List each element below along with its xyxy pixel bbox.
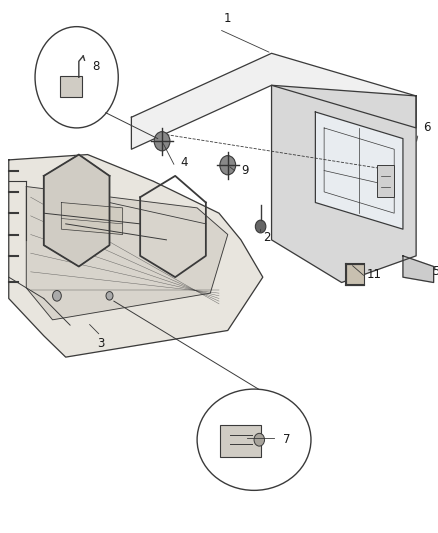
Text: 8: 8: [93, 60, 100, 73]
Circle shape: [154, 132, 170, 151]
Text: 7: 7: [283, 433, 291, 446]
FancyBboxPatch shape: [60, 76, 82, 97]
Text: 1: 1: [224, 12, 232, 25]
Circle shape: [106, 292, 113, 300]
Polygon shape: [26, 187, 228, 320]
Circle shape: [254, 433, 265, 446]
Circle shape: [53, 290, 61, 301]
Polygon shape: [403, 256, 434, 282]
Circle shape: [220, 156, 236, 175]
Text: 2: 2: [263, 231, 271, 244]
Polygon shape: [61, 203, 123, 235]
Text: 3: 3: [97, 337, 104, 350]
Text: 11: 11: [367, 268, 382, 281]
Text: 9: 9: [241, 164, 249, 177]
FancyBboxPatch shape: [346, 264, 364, 285]
Text: 6: 6: [423, 122, 431, 134]
Polygon shape: [131, 53, 416, 149]
Polygon shape: [315, 112, 403, 229]
Polygon shape: [9, 155, 263, 357]
FancyBboxPatch shape: [377, 165, 394, 197]
Polygon shape: [272, 85, 416, 282]
Polygon shape: [44, 155, 110, 266]
Text: 4: 4: [180, 156, 188, 169]
Circle shape: [255, 220, 266, 233]
FancyBboxPatch shape: [220, 425, 261, 457]
Text: 5: 5: [432, 265, 438, 278]
